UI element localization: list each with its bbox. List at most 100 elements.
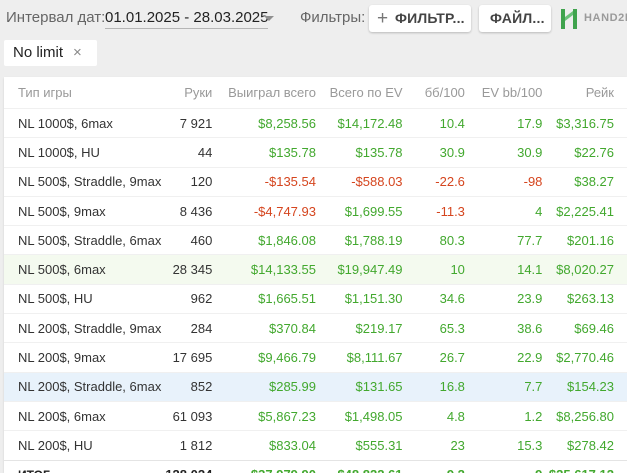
ev-cell: $8,111.67 — [315, 342, 403, 373]
ev-cell: $1,498.05 — [315, 400, 403, 431]
won-cell: $14,133.55 — [212, 254, 316, 285]
rake-cell: $3,316.75 — [542, 107, 627, 138]
won-cell: $1,846.08 — [212, 225, 316, 255]
column-header-ev-bb100[interactable]: EV bb/100 — [481, 85, 543, 100]
total-row[interactable]: ИТОГ128 024$37,979.90$48,822.619.29$25,6… — [4, 459, 627, 473]
rake-cell: $263.13 — [542, 283, 627, 314]
won-cell: $9,466.79 — [212, 342, 316, 373]
won-cell: $8,258.56 — [212, 107, 316, 138]
table-row[interactable]: NL 500$, HU 962 $1,665.51 $1,151.30 34.6 23.9… — [4, 283, 627, 314]
table-row[interactable]: NL 1000$, 6max 7 921 $8,258.56 $14,172.48 10… — [4, 107, 627, 138]
game-type-cell: NL 500$, Straddle, 6max — [4, 225, 161, 255]
hands-cell: 8 436 — [150, 195, 213, 226]
game-type-cell: NL 200$, 9max — [4, 342, 151, 373]
bb100-cell: 30.9 — [402, 137, 465, 168]
game-type-cell: ИТОГ — [4, 459, 151, 473]
rake-cell: $201.16 — [542, 225, 627, 255]
rake-cell: $2,770.46 — [542, 342, 627, 373]
game-type-cell: NL 500$, 9max — [4, 195, 151, 226]
bb100-cell: 9.2 — [402, 459, 465, 473]
column-header-hands[interactable]: Руки — [184, 85, 213, 100]
hands-cell: 44 — [150, 137, 213, 168]
rake-cell: $8,020.27 — [542, 254, 627, 285]
ev-cell: $555.31 — [315, 430, 403, 461]
logo-text: HAND2NOTE — [584, 12, 627, 24]
won-cell: $370.84 — [212, 313, 316, 343]
dropdown-caret-icon[interactable] — [264, 16, 274, 21]
rake-cell: $278.42 — [542, 430, 627, 461]
won-cell: -$4,747.93 — [212, 195, 316, 226]
bb100-cell: -11.3 — [402, 195, 465, 226]
file-button[interactable]: ФАЙЛ... — [479, 5, 551, 32]
hands-cell: 120 — [150, 166, 213, 197]
hands-cell: 17 695 — [150, 342, 213, 373]
ev-cell: -$588.03 — [315, 166, 403, 197]
table-row[interactable]: NL 200$, 6max 61 093 $5,867.23 $1,498.05 4.8… — [4, 400, 627, 431]
hands-cell: 1 812 — [150, 430, 213, 461]
ev-bb100-cell: 22.9 — [464, 342, 543, 373]
add-filter-button[interactable]: + ФИЛЬТР... — [369, 5, 471, 32]
won-cell: $37,979.90 — [212, 459, 316, 473]
bb100-cell: 16.8 — [402, 371, 465, 402]
table-row[interactable]: NL 200$, Straddle, 6max 852 $285.99 $131.65… — [4, 371, 627, 402]
table-row[interactable]: NL 200$, HU 1 812 $833.04 $555.31 23 15.3 $278… — [4, 430, 627, 461]
game-type-cell: NL 1000$, HU — [4, 137, 151, 168]
ev-bb100-cell: 23.9 — [464, 283, 543, 314]
table-row[interactable]: NL 500$, Straddle, 9max 120 -$135.54 -$588.… — [4, 166, 627, 197]
column-header-bb100[interactable]: бб/100 — [424, 85, 465, 100]
ev-bb100-cell: 17.9 — [464, 107, 543, 138]
rake-cell: $22.76 — [542, 137, 627, 168]
table-row[interactable]: NL 500$, Straddle, 6max 460 $1,846.08 $1,78… — [4, 225, 627, 255]
game-type-cell: NL 500$, HU — [4, 283, 151, 314]
column-header-ev[interactable]: Всего по EV — [329, 85, 403, 100]
bb100-cell: 26.7 — [402, 342, 465, 373]
column-header-game-type[interactable]: Тип игры — [18, 85, 72, 100]
ev-cell: $219.17 — [315, 313, 403, 343]
ev-bb100-cell: -98 — [464, 166, 543, 197]
close-icon[interactable]: × — [73, 44, 82, 61]
rake-cell: $38.27 — [542, 166, 627, 197]
table-row[interactable]: NL 200$, 9max 17 695 $9,466.79 $8,111.67 26.… — [4, 342, 627, 373]
add-filter-label: ФИЛЬТР... — [395, 10, 465, 26]
ev-bb100-cell: 15.3 — [464, 430, 543, 461]
ev-bb100-cell: 14.1 — [464, 254, 543, 285]
won-cell: $5,867.23 — [212, 400, 316, 431]
table-row[interactable]: NL 200$, Straddle, 9max 284 $370.84 $219.17… — [4, 313, 627, 343]
stats-panel: Тип игры Руки Выиграл всего Всего по EV … — [4, 77, 627, 473]
table-row[interactable]: NL 1000$, HU 44 $135.78 $135.78 30.9 30.9 $22.… — [4, 137, 627, 168]
rake-cell: $8,256.80 — [542, 400, 627, 431]
game-type-cell: NL 500$, Straddle, 9max — [4, 166, 161, 197]
won-cell: $833.04 — [212, 430, 316, 461]
won-cell: $285.99 — [212, 371, 316, 402]
hands-cell: 460 — [150, 225, 213, 255]
table-row[interactable]: NL 500$, 9max 8 436 -$4,747.93 $1,699.55 -11… — [4, 195, 627, 226]
table-header-row: Тип игры Руки Выиграл всего Всего по EV … — [4, 77, 627, 109]
bb100-cell: 4.8 — [402, 400, 465, 431]
bb100-cell: 34.6 — [402, 283, 465, 314]
ev-bb100-cell: 30.9 — [464, 137, 543, 168]
ev-cell: $135.78 — [315, 137, 403, 168]
ev-bb100-cell: 38.6 — [464, 313, 543, 343]
ev-cell: $131.65 — [315, 371, 403, 402]
bb100-cell: 80.3 — [402, 225, 465, 255]
ev-cell: $48,822.61 — [315, 459, 403, 473]
game-type-cell: NL 200$, 6max — [4, 400, 151, 431]
rake-cell: $2,225.41 — [542, 195, 627, 226]
won-cell: $135.78 — [212, 137, 316, 168]
ev-cell: $14,172.48 — [315, 107, 403, 138]
date-range-select[interactable]: 01.01.2025 - 28.03.2025 — [105, 9, 269, 29]
game-type-cell: NL 200$, Straddle, 6max — [4, 371, 161, 402]
bb100-cell: -22.6 — [402, 166, 465, 197]
ev-cell: $1,151.30 — [315, 283, 403, 314]
column-header-won[interactable]: Выиграл всего — [228, 85, 316, 100]
filter-chip[interactable]: No limit × — [4, 40, 97, 66]
rake-cell: $154.23 — [542, 371, 627, 402]
column-header-rake[interactable]: Рейк — [585, 85, 614, 100]
bb100-cell: 23 — [402, 430, 465, 461]
table-row[interactable]: NL 500$, 6max 28 345 $14,133.55 $19,947.49 1… — [4, 254, 627, 285]
bb100-cell: 10 — [402, 254, 465, 285]
game-type-cell: NL 200$, Straddle, 9max — [4, 313, 161, 343]
ev-bb100-cell: 7.7 — [464, 371, 543, 402]
plus-icon: + — [377, 8, 389, 29]
game-type-cell: NL 200$, HU — [4, 430, 151, 461]
